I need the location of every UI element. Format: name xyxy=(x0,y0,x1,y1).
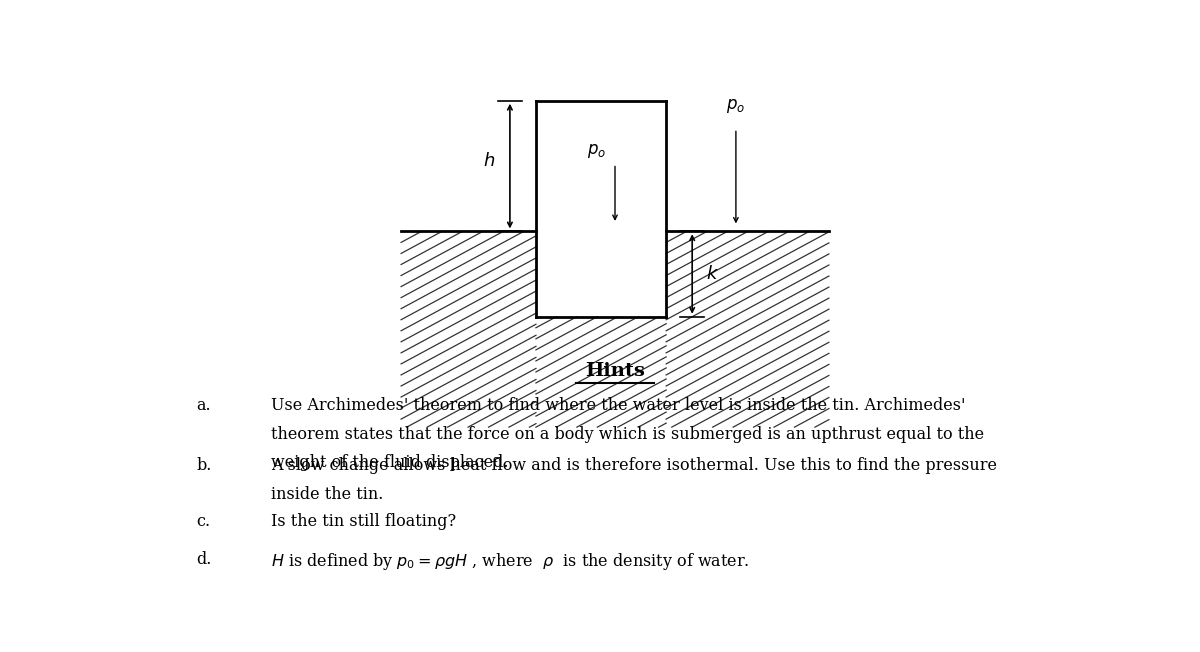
Text: $h$: $h$ xyxy=(484,152,496,170)
Text: $p_o$: $p_o$ xyxy=(587,142,606,160)
Text: b.: b. xyxy=(197,457,212,474)
Text: A slow change allows heat flow and is therefore isothermal. Use this to find the: A slow change allows heat flow and is th… xyxy=(271,457,997,474)
Text: $H$ is defined by $p_0 = \rho g H$ , where  $\rho$  is the density of water.: $H$ is defined by $p_0 = \rho g H$ , whe… xyxy=(271,551,749,572)
Text: Use Archimedes' theorem to find where the water level is inside the tin. Archime: Use Archimedes' theorem to find where th… xyxy=(271,397,965,414)
Text: a.: a. xyxy=(197,397,211,414)
Text: inside the tin.: inside the tin. xyxy=(271,486,383,503)
Text: Hints: Hints xyxy=(586,362,644,380)
Text: $p_o$: $p_o$ xyxy=(726,97,745,115)
Text: theorem states that the force on a body which is submerged is an upthrust equal : theorem states that the force on a body … xyxy=(271,426,984,443)
Text: Is the tin still floating?: Is the tin still floating? xyxy=(271,512,456,529)
Text: $k$: $k$ xyxy=(706,265,719,283)
Text: d.: d. xyxy=(197,551,212,568)
Text: c.: c. xyxy=(197,512,211,529)
Text: weight of the fluid displaced.: weight of the fluid displaced. xyxy=(271,454,509,471)
